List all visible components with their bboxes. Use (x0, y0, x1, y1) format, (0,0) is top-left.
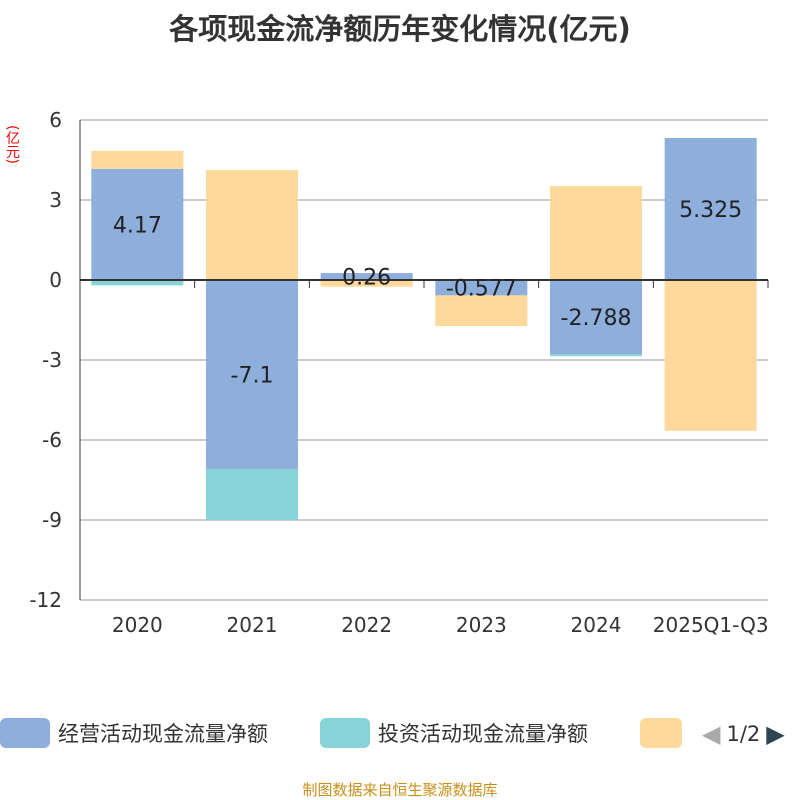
legend-label: 经营活动现金流量净额 (58, 722, 268, 746)
legend: 经营活动现金流量净额 投资活动现金流量净额 ◀ 1/2 ▶ (0, 718, 800, 752)
legend-label: 投资活动现金流量净额 (378, 722, 588, 746)
bar-3-2022 (320, 280, 413, 287)
y-tick-label: 6 (49, 108, 62, 132)
bar-3-2024 (550, 186, 642, 280)
x-tick-label: 2025Q1-Q3 (653, 613, 769, 637)
legend-item-investing[interactable]: 投资活动现金流量净额 (320, 718, 588, 748)
data-label: 0.26 (342, 266, 391, 291)
bar-1-2022 (320, 273, 413, 280)
bar-3-2023 (435, 295, 528, 327)
y-tick-label: -12 (29, 588, 62, 612)
y-tick-label: -9 (42, 508, 62, 532)
bar-1-2023 (435, 280, 528, 296)
bar-2-2021 (206, 469, 298, 520)
y-axis-label: (亿元) (4, 125, 20, 164)
bar-3-2021 (206, 170, 298, 280)
bar-1-2020 (91, 168, 184, 280)
bar-1-2025Q1-Q3 (664, 138, 757, 280)
data-label: 5.325 (679, 198, 742, 223)
x-tick-label: 2022 (341, 613, 392, 637)
data-label: -2.788 (561, 306, 632, 331)
bar-1-2024 (550, 280, 642, 355)
legend-pager: ◀ 1/2 ▶ (702, 720, 785, 748)
bar-2-2024 (550, 354, 642, 357)
bar-3-2025Q1-Q3 (664, 280, 757, 431)
source-note: 制图数据来自恒生聚源数据库 (302, 781, 498, 799)
bar-3-2020 (91, 150, 184, 169)
x-tick-label: 2020 (112, 613, 163, 637)
next-page-icon[interactable]: ▶ (766, 720, 785, 748)
y-tick-label: 0 (49, 268, 62, 292)
chart-title: 各项现金流净额历年变化情况(亿元) (169, 12, 631, 46)
legend-item-operating[interactable]: 经营活动现金流量净额 (0, 718, 268, 748)
legend-swatch (0, 718, 50, 748)
y-tick-label: 3 (49, 188, 62, 212)
x-tick-label: 2023 (456, 613, 507, 637)
chart: 6 3 0 -3 -6 -9 -12 2020 2021 2022 2023 2024 2025Q1-Q… (29, 108, 769, 637)
data-label: -0.577 (446, 277, 517, 302)
bar-2-2020 (91, 280, 184, 286)
x-tick-label: 2024 (571, 613, 622, 637)
data-label: -7.1 (231, 364, 274, 389)
y-tick-label: -3 (42, 348, 62, 372)
x-tick-label: 2021 (227, 613, 278, 637)
bar-1-2021 (206, 280, 298, 470)
legend-swatch (320, 718, 370, 748)
legend-item-financing[interactable] (640, 718, 690, 748)
y-tick-label: -6 (42, 428, 62, 452)
legend-swatch (640, 718, 682, 748)
prev-page-icon[interactable]: ◀ (702, 720, 721, 748)
data-label: 4.17 (113, 213, 162, 238)
page-indicator: 1/2 (726, 722, 761, 746)
